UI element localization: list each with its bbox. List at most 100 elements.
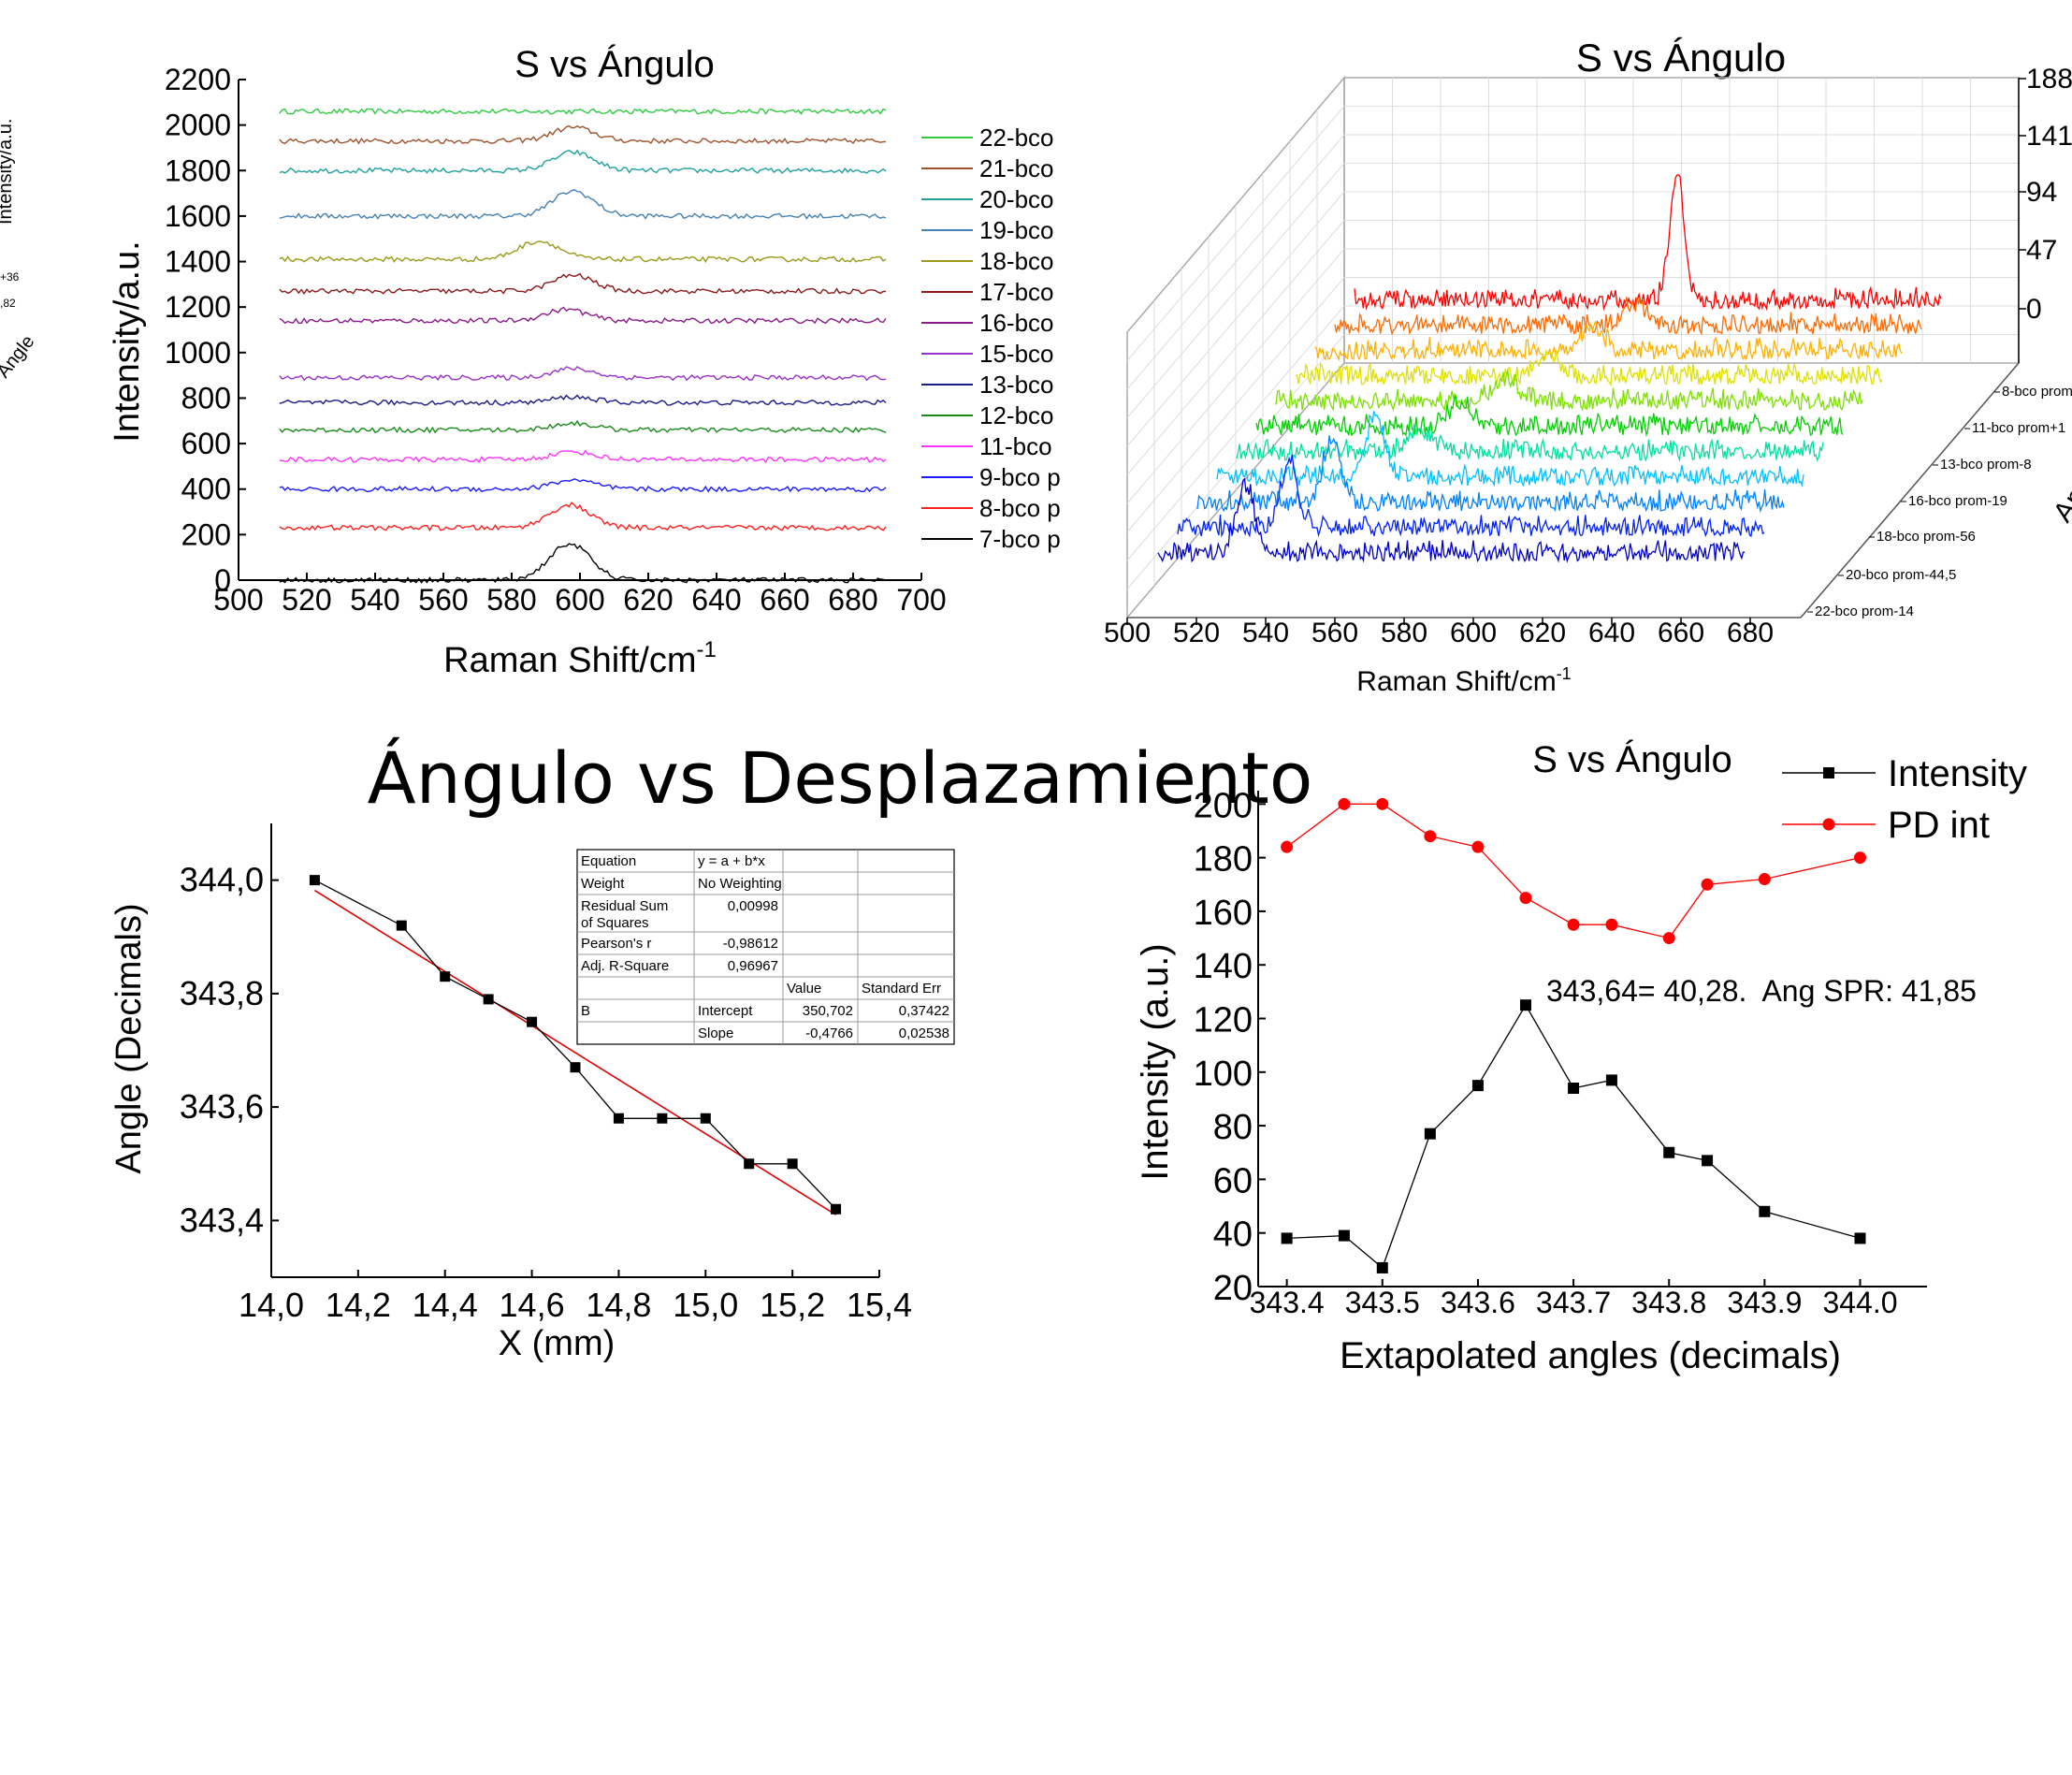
p1-y-tick-label: 400 [181, 473, 231, 506]
p3-table-cell: Weight [581, 876, 625, 892]
p4-data-point [1338, 1229, 1350, 1242]
p2-depth-label: 16-bco prom-19 [1908, 493, 2007, 509]
p1-x-tick-label: 600 [555, 583, 604, 617]
p2-x-tick-label: 660 [1658, 618, 1704, 648]
p1-y-tick-label: 2000 [165, 109, 231, 142]
p4-data-point [1376, 1261, 1388, 1273]
p2-floor-right [1800, 362, 2020, 618]
p1-xlabel: Raman Shift/cm-1 [443, 637, 717, 680]
p1-legend-label: 12-bco [979, 401, 1054, 429]
p4-data-point [1605, 918, 1618, 931]
p3-x-tick-label: 15,0 [673, 1286, 738, 1324]
p1-legend-label: 8-bco p [979, 494, 1061, 522]
p1-series-line [279, 365, 887, 382]
p4-x-tick-label: 343.9 [1727, 1286, 1802, 1319]
p2-depth-label: 18-bco prom-56 [1876, 529, 1976, 545]
p2-depth-label: 22-bco prom-14 [1815, 604, 1914, 619]
p2-x-tick-label: 540 [1242, 618, 1289, 648]
edge-crop-left: Intensity/a.u. +36 ,82 Angle [0, 119, 38, 382]
p3-data-point [787, 1158, 798, 1170]
p1-series-line [279, 478, 887, 493]
p4-data-point [1567, 918, 1580, 931]
p2-depth-label: 20-bco prom-44,5 [1846, 567, 1956, 583]
p1-legend-label: 16-bco [979, 309, 1054, 337]
p2-x-tick-label: 600 [1450, 618, 1497, 648]
p4-data-point [1471, 840, 1485, 853]
p3-table-cell: -0,98612 [723, 936, 778, 952]
p1-x-tick-label: 640 [691, 583, 741, 617]
p4-data-point [1758, 873, 1771, 886]
p4-x-tick-label: 343.8 [1631, 1286, 1706, 1319]
p4-data-point [1854, 851, 1866, 865]
p2-series-line [1255, 394, 1844, 438]
p3-table-cell: Slope [698, 1026, 733, 1041]
p4-legend-label: Intensity [1888, 753, 2027, 794]
p4-y-tick-label: 20 [1213, 1269, 1253, 1308]
p1-legend-label: 18-bco [979, 247, 1054, 275]
p2-series-lines [1157, 174, 1942, 564]
p4-data-point [1759, 1205, 1771, 1217]
p1-legend-label: 15-bco [979, 340, 1054, 368]
p3-data-point [744, 1158, 755, 1170]
p3-data-point [613, 1113, 624, 1124]
p3-data-line [314, 880, 837, 1210]
p2-x-tick-label: 580 [1381, 618, 1427, 648]
p1-series-line [279, 124, 887, 145]
p4-legend-marker [1823, 767, 1834, 778]
p2-x-ticks: 500 520 540 560 580 600 620 640 660 680 [1104, 618, 1774, 648]
p3-x-tick-label: 14,4 [413, 1286, 478, 1324]
p4-x-ticks: 343.4 343.5 343.6 343.7 343.8 343.9 344.0 [1250, 1279, 1898, 1319]
p1-series-line [279, 240, 887, 264]
p1-legend-label: 22-bco [979, 124, 1054, 152]
p1-x-tick-label: 560 [418, 583, 468, 617]
p3-table-cell: 0,02538 [899, 1026, 949, 1041]
panel-waterfall-3d: S vs Ángulo 500 520 540 560 580 600 620 640 660 6… [1104, 36, 2072, 697]
p3-data-point [527, 1016, 538, 1027]
edge-axis-label: Angle [0, 331, 38, 382]
p4-series-line [1286, 1003, 1861, 1269]
p4-data-point [1424, 1128, 1436, 1140]
p1-legend-label: 11-bco [979, 432, 1052, 460]
p1-title: S vs Ángulo [514, 43, 714, 85]
p2-xlabel-text: Raman Shift/cm [1356, 666, 1556, 697]
p3-table-cell: Adj. R-Square [581, 958, 669, 974]
p2-series-line [1216, 411, 1804, 488]
p1-y-ticks: 0 200 400 600 800 1000 1200 1400 1600 1800 2000 220… [165, 63, 246, 597]
p3-table-cell: of Squares [581, 915, 649, 931]
p3-ylabel: Angle (Decimals) [109, 903, 149, 1173]
p1-xlabel-sup: -1 [696, 637, 716, 662]
p3-table-cell: -0,4766 [805, 1026, 853, 1041]
p4-series [1281, 797, 1866, 1273]
p4-x-tick-label: 343.4 [1250, 1286, 1325, 1319]
p3-table-cell: Equation [581, 853, 636, 869]
p4-data-point [1605, 1074, 1617, 1086]
p4-xlabel: Extapolated angles (decimals) [1340, 1335, 1841, 1376]
p3-x-tick-label: 14,8 [586, 1286, 651, 1324]
p4-data-point [1471, 1080, 1484, 1092]
edge-tick-a: +36 [0, 270, 20, 284]
p3-x-tick-label: 15,4 [847, 1286, 912, 1324]
p1-y-tick-label: 1800 [165, 153, 231, 187]
p3-y-tick-label: 343,4 [180, 1200, 264, 1239]
p1-x-tick-label: 580 [486, 583, 536, 617]
p2-xlabel: Raman Shift/cm-1 [1356, 664, 1571, 697]
p1-x-tick-label: 500 [213, 583, 263, 617]
p3-y-tick-label: 343,6 [180, 1087, 264, 1126]
p1-y-tick-label: 0 [214, 563, 231, 597]
p2-z-tick-label: 47 [2026, 235, 2057, 266]
p1-x-tick-label: 520 [282, 583, 331, 617]
p1-series-line [279, 502, 887, 532]
p3-data-point [831, 1203, 842, 1215]
p2-depth-labels: 8-bco prom 11-bco prom+1 13-bco prom-8 16-b… [1807, 384, 2072, 619]
p3-table-cell: Pearson's r [581, 936, 651, 952]
p1-legend-label: 20-bco [979, 185, 1054, 213]
p3-table-cell: No Weighting [698, 876, 782, 892]
p1-y-tick-label: 1600 [165, 199, 231, 233]
p2-x-tick-label: 620 [1519, 618, 1566, 648]
p1-legend-label: 9-bco p [979, 463, 1061, 491]
p1-series-line [279, 394, 887, 406]
p4-y-tick-label: 60 [1213, 1161, 1253, 1200]
p3-x-tick-label: 14,0 [239, 1286, 304, 1324]
p3-table-cell: Standard Err [862, 981, 941, 997]
